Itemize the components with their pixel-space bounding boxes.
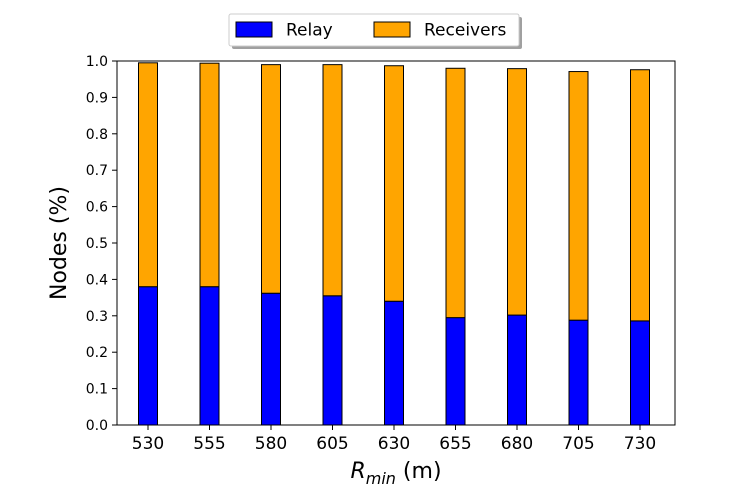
bar-relay-655 (445, 317, 466, 426)
bar-receivers-530 (138, 62, 158, 288)
bar-relay-630 (384, 300, 404, 426)
legend: Relay Receivers (228, 13, 522, 49)
y-tick-label: 0.2 (86, 345, 108, 361)
y-tick-label: 0.9 (86, 90, 108, 106)
bar-relay-580 (261, 292, 281, 426)
plot-area-frame (116, 60, 676, 426)
legend-label-relay: Relay (286, 21, 333, 41)
bar-relay-555 (199, 286, 220, 426)
bar-receivers-605 (322, 64, 343, 297)
y-tick-label: 0.0 (86, 418, 108, 434)
bar-receivers-655 (445, 67, 466, 319)
x-tick-label: 555 (193, 434, 225, 454)
legend-label-receivers: Receivers (424, 21, 507, 41)
y-tick-label: 1.0 (86, 54, 108, 70)
y-tick-label: 0.1 (86, 382, 108, 398)
bar-receivers-555 (199, 62, 220, 288)
x-tick-label: 655 (439, 434, 471, 454)
y-tick-label: 0.8 (86, 127, 108, 143)
bar-receivers-580 (261, 64, 281, 294)
bars-group (138, 62, 650, 426)
bar-relay-705 (568, 319, 589, 426)
x-tick-label: 605 (316, 434, 348, 454)
y-tick-label: 0.7 (86, 163, 108, 179)
bar-relay-605 (322, 295, 343, 426)
x-tick-label: 730 (624, 434, 656, 454)
x-axis-label-unit: (m) (396, 459, 442, 484)
x-tick-label: 630 (378, 434, 410, 454)
y-tick-label: 0.5 (86, 236, 108, 252)
bar-receivers-680 (507, 68, 527, 316)
y-tick-label: 0.6 (86, 200, 108, 216)
x-axis-label-main: R (350, 459, 365, 484)
y-axis-ticks: 0.0 0.1 0.2 0.3 0.4 0.5 0.6 0.7 0.8 0.9 1.0 (86, 54, 117, 434)
bar-relay-530 (138, 286, 158, 426)
x-tick-label: 680 (501, 434, 533, 454)
bar-relay-680 (507, 314, 527, 426)
legend-swatch-relay (235, 21, 273, 38)
y-tick-label: 0.4 (86, 272, 108, 288)
bar-receivers-630 (384, 65, 404, 302)
y-axis-label: Nodes (%) (47, 186, 72, 300)
x-tick-label: 580 (255, 434, 287, 454)
x-tick-label: 705 (562, 434, 594, 454)
bar-receivers-730 (630, 69, 650, 322)
bar-relay-730 (630, 320, 650, 426)
x-axis-ticks: 530 555 580 605 630 655 680 705 730 (132, 425, 656, 454)
x-tick-label: 530 (132, 434, 164, 454)
x-axis-label-subscript: min (366, 469, 396, 488)
x-axis-label: Rmin (m) (350, 459, 441, 488)
bar-receivers-705 (568, 71, 589, 321)
y-tick-label: 0.3 (86, 309, 108, 325)
legend-swatch-receivers (373, 21, 411, 38)
